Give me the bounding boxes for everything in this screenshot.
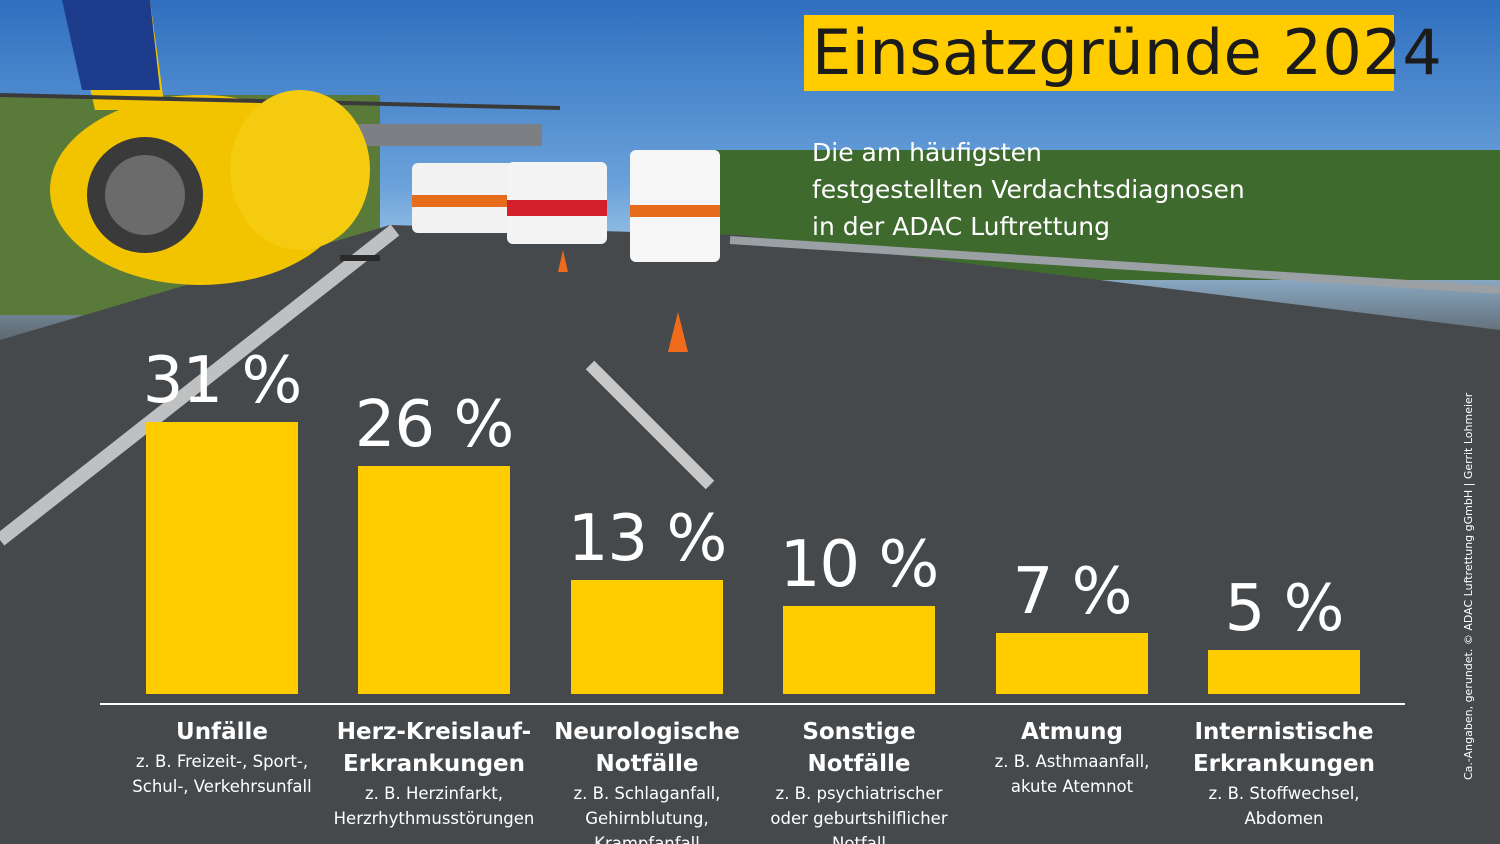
category-example-3: Notfall: [832, 834, 886, 844]
chart-baseline: [100, 703, 1405, 705]
title-background: [804, 15, 1394, 91]
category-label-cat-1: Unfälle z. B. Freizeit-, Sport-, Schul-, V…: [107, 716, 337, 798]
category-name: Herz-Kreislauf-: [336, 719, 532, 745]
category-label-cat-4: Sonstige Notfälle z. B. psychiatrischer ode…: [744, 716, 974, 844]
bar-cat-2: [358, 466, 510, 694]
chart-title: Einsatzgründe 2024: [812, 16, 1443, 89]
category-example-1: z. B. Stoffwechsel,: [1208, 784, 1360, 803]
category-example-2: Abdomen: [1244, 809, 1324, 828]
traffic-cone-small: [558, 250, 568, 272]
bar-cat-3: [571, 580, 723, 694]
category-name-line-2: Erkrankungen: [1192, 751, 1376, 777]
sign-gantry: [350, 124, 542, 146]
value-label-cat-3: 13 %: [567, 502, 728, 576]
value-label-cat-4: 10 %: [779, 528, 940, 602]
category-example-2: Gehirnblutung,: [585, 809, 709, 828]
fire-truck-stripe: [412, 195, 522, 207]
category-label-cat-5: Atmung z. B. Asthmaanfall, akute Atemnot: [957, 716, 1187, 798]
guard-rail: [729, 236, 1500, 294]
subtitle-line-3: in der ADAC Luftrettung: [812, 212, 1110, 241]
category-example-1: z. B. Schlaganfall,: [573, 784, 721, 803]
category-example-1: z. B. psychiatrischer: [775, 784, 943, 803]
category-name: Atmung: [1021, 719, 1123, 745]
value-label-cat-1: 31 %: [142, 344, 303, 418]
category-example-2: Herzrhythmusstörungen: [333, 809, 535, 828]
ambulance-red-stripe: [507, 200, 607, 216]
lane-marking: [0, 224, 400, 546]
category-label-cat-6: Internistische Erkrankungen z. B. Stoffwec…: [1169, 716, 1399, 830]
category-name: Unfälle: [176, 719, 268, 745]
category-name: Neurologische: [554, 719, 740, 745]
category-example-2: Schul-, Verkehrsunfall: [132, 777, 312, 796]
value-label-cat-5: 7 %: [1012, 555, 1133, 629]
bar-cat-1: [146, 422, 298, 694]
category-label-cat-3: Neurologische Notfälle z. B. Schlaganfall,…: [532, 716, 762, 844]
category-example-1: z. B. Herzinfarkt,: [365, 784, 503, 803]
category-name-line-2: Notfälle: [595, 751, 699, 777]
category-label-cat-2: Herz-Kreislauf- Erkrankungen z. B. Herzinf…: [319, 716, 549, 830]
chart-subtitle: Die am häufigsten festgestellten Verdach…: [812, 134, 1332, 245]
image-credit: Ca.-Angaben, gerundet. © ADAC Luftrettun…: [1462, 392, 1475, 780]
value-label-cat-2: 26 %: [354, 388, 515, 462]
subtitle-line-2: festgestellten Verdachtsdiagnosen: [812, 175, 1245, 204]
category-example-2: akute Atemnot: [1010, 777, 1134, 796]
ambulance-white-stripe: [630, 205, 720, 217]
bar-cat-5: [996, 633, 1148, 694]
category-name: Internistische: [1194, 719, 1374, 745]
category-name: Sonstige: [802, 719, 916, 745]
bar-cat-4: [783, 606, 935, 694]
category-example-2: oder geburtshilflicher: [770, 809, 948, 828]
value-label-cat-6: 5 %: [1224, 572, 1345, 646]
lane-dash: [585, 360, 715, 490]
bar-cat-6: [1208, 650, 1360, 694]
category-name-line-2: Notfälle: [807, 751, 911, 777]
category-example-1: z. B. Asthmaanfall,: [994, 752, 1150, 771]
subtitle-line-1: Die am häufigsten: [812, 138, 1042, 167]
category-example-3: Krampfanfall: [594, 834, 700, 844]
helicopter-icon: [0, 0, 561, 285]
category-example-1: z. B. Freizeit-, Sport-,: [135, 752, 309, 771]
traffic-cone: [668, 312, 688, 352]
category-name-line-2: Erkrankungen: [342, 751, 526, 777]
